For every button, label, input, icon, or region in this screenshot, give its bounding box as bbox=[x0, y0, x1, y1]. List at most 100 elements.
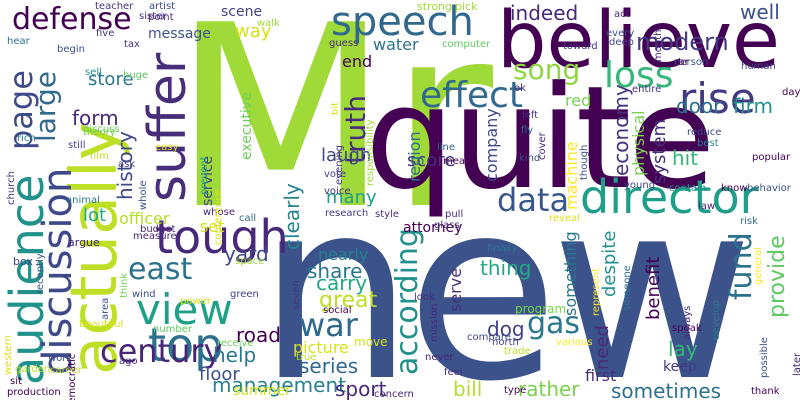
word-east: east bbox=[128, 252, 193, 287]
word-pull: pull bbox=[445, 209, 464, 220]
word-well: well bbox=[740, 0, 780, 24]
word-management: management bbox=[212, 373, 346, 397]
word-north: north bbox=[492, 337, 519, 348]
word-large: large bbox=[29, 71, 62, 142]
word-song: song bbox=[513, 53, 581, 86]
word-system: system bbox=[649, 118, 670, 184]
word-point: point bbox=[148, 12, 174, 23]
word-church: church bbox=[6, 171, 17, 205]
word-finally: finally bbox=[487, 243, 518, 254]
word-whose: whose bbox=[203, 207, 235, 218]
word-sister: sister bbox=[139, 11, 167, 22]
word-month: month bbox=[653, 29, 664, 62]
word-set: set bbox=[200, 217, 225, 236]
word-serve: serve bbox=[446, 267, 465, 312]
word-red: red bbox=[565, 91, 592, 110]
word-score: score bbox=[407, 150, 456, 171]
word-animal: animal bbox=[66, 195, 100, 206]
word-region: region bbox=[405, 131, 424, 182]
word-dog: dog bbox=[487, 317, 525, 341]
word-reduce: reduce bbox=[687, 127, 722, 138]
word-guess: guess bbox=[329, 38, 359, 49]
word-true: true bbox=[296, 352, 317, 363]
word-mean: mean bbox=[443, 156, 472, 167]
word-reveal: reveal bbox=[549, 213, 581, 224]
word-budget: budget bbox=[140, 224, 176, 235]
word-glass: glass bbox=[434, 220, 460, 231]
word-data: data bbox=[497, 181, 570, 219]
word-trade: trade bbox=[504, 346, 531, 357]
word-car: car bbox=[673, 57, 689, 68]
word-sometimes: sometimes bbox=[611, 379, 722, 400]
word-law: law bbox=[698, 201, 716, 212]
word-tough: tough bbox=[155, 210, 289, 264]
word-theory: theory bbox=[83, 127, 116, 138]
word-type: type bbox=[504, 385, 527, 396]
word-possible: possible bbox=[759, 337, 770, 378]
word-later: later bbox=[792, 352, 800, 376]
word-door: door bbox=[676, 94, 722, 118]
word-rise: rise bbox=[679, 74, 756, 123]
word-many: many bbox=[326, 187, 377, 208]
word-great: great bbox=[319, 288, 378, 313]
word-strong: strong bbox=[417, 0, 453, 13]
word-laugh: laugh bbox=[321, 145, 372, 166]
word-picture: picture bbox=[293, 338, 349, 357]
word-deep: deep bbox=[609, 37, 634, 48]
word-despite: despite bbox=[599, 230, 620, 297]
word-research: research bbox=[325, 208, 369, 219]
word-rather: rather bbox=[518, 377, 580, 400]
word-know: know bbox=[721, 183, 748, 194]
word-bill: bill bbox=[453, 377, 483, 400]
word-toward: toward bbox=[563, 41, 598, 52]
word-tax: tax bbox=[124, 39, 140, 50]
word-production: production bbox=[7, 387, 61, 398]
word-voice: voice bbox=[324, 186, 351, 197]
word-loss: loss bbox=[604, 55, 674, 96]
word-quite: quite bbox=[365, 56, 716, 221]
word-indeed: indeed bbox=[510, 1, 579, 25]
word-kind: kind bbox=[519, 153, 541, 164]
word-defense: defense bbox=[12, 2, 132, 37]
word-develop: develop bbox=[711, 300, 722, 340]
word-day: day bbox=[782, 87, 800, 98]
word-sell: sell bbox=[85, 67, 102, 78]
word-though: though bbox=[579, 144, 590, 180]
word-concern: concern bbox=[374, 389, 414, 400]
word-act: act bbox=[614, 9, 630, 20]
word-person: person bbox=[674, 57, 709, 68]
word-walk: walk bbox=[257, 18, 280, 29]
word-first: first bbox=[585, 366, 617, 385]
word-nearly: nearly bbox=[318, 245, 369, 264]
word-sport: sport bbox=[335, 377, 387, 400]
word-human: human bbox=[741, 61, 776, 72]
word-entire: entire bbox=[632, 84, 662, 95]
word-best: best bbox=[697, 138, 719, 149]
word-fly: fly bbox=[521, 125, 534, 136]
word-prevent: prevent bbox=[199, 156, 210, 195]
word-bit: bit bbox=[330, 101, 341, 115]
word-program: program bbox=[515, 302, 567, 316]
word-vote: vote bbox=[324, 169, 347, 180]
word-ask: ask bbox=[118, 159, 136, 170]
word-whole: whole bbox=[138, 180, 149, 210]
word-gas: gas bbox=[527, 306, 581, 341]
word-film: film bbox=[90, 151, 109, 162]
word-easy: easy bbox=[155, 142, 179, 153]
word-responsibility: responsibility bbox=[365, 119, 376, 186]
word-huge: huge bbox=[123, 70, 149, 81]
word-measure: measure bbox=[133, 231, 177, 242]
word-effect: effect bbox=[420, 75, 524, 116]
word-work: work bbox=[48, 353, 73, 364]
word-space: space bbox=[235, 256, 265, 267]
word-artist: artist bbox=[149, 1, 176, 12]
word-think: think bbox=[119, 272, 130, 298]
word-computer: computer bbox=[442, 39, 491, 50]
word-always: always bbox=[682, 305, 693, 340]
word-ok: ok bbox=[514, 83, 526, 94]
word-every: every bbox=[606, 28, 635, 39]
word-view: view bbox=[136, 285, 233, 334]
word-argue: argue bbox=[68, 236, 100, 249]
word-cover: cover bbox=[537, 132, 548, 160]
